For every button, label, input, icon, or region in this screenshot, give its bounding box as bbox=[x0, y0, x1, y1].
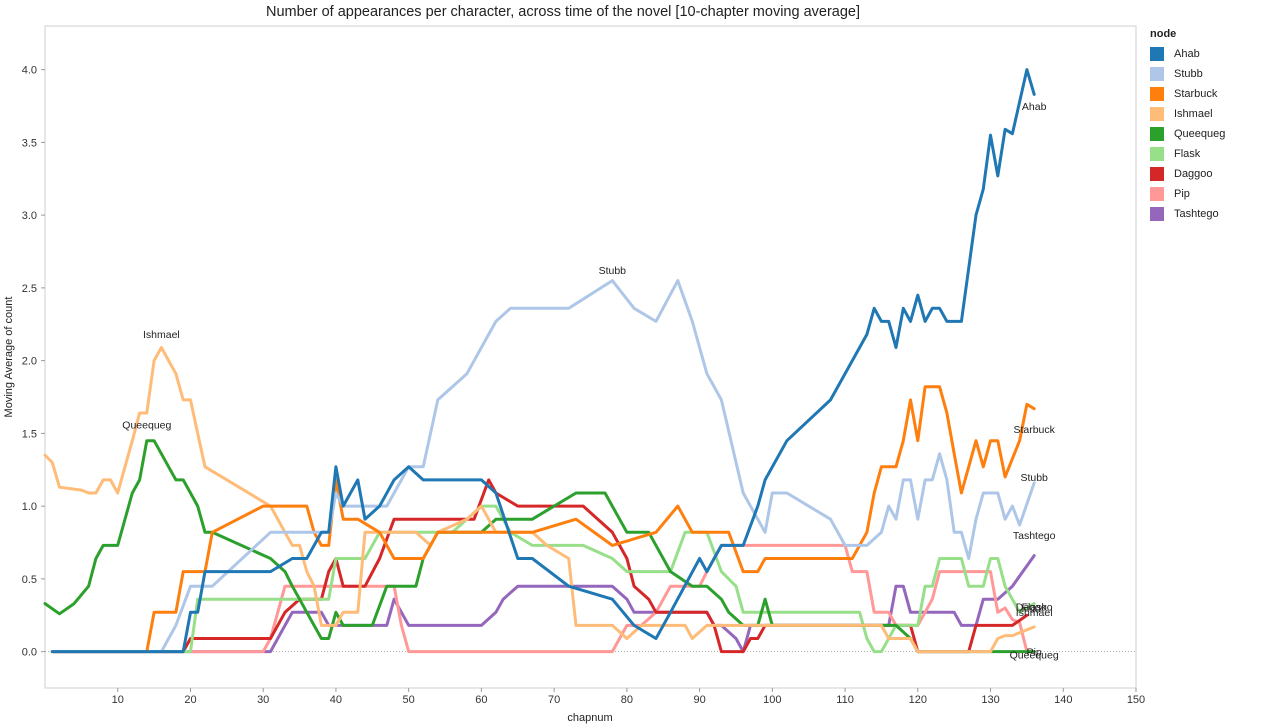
legend-item-tashtego[interactable]: Tashtego bbox=[1150, 204, 1280, 224]
legend-item-pip[interactable]: Pip bbox=[1150, 184, 1280, 204]
series-point-label-ishmael: Ishmael bbox=[143, 329, 180, 341]
x-tick-label: 150 bbox=[1127, 694, 1145, 706]
series-point-label-starbuck: Starbuck bbox=[1013, 424, 1055, 436]
y-tick-label: 0.0 bbox=[22, 647, 37, 659]
y-axis-ticks: 0.0 0.5 1.0 1.5 2.0 2.5 3.0 3.5 4.0 bbox=[22, 65, 45, 659]
legend-swatch bbox=[1150, 87, 1164, 101]
x-tick-label: 100 bbox=[763, 694, 781, 706]
legend-swatch bbox=[1150, 147, 1164, 161]
legend-item-queequeg[interactable]: Queequeg bbox=[1150, 124, 1280, 144]
legend-swatch bbox=[1150, 67, 1164, 81]
x-tick-label: 70 bbox=[548, 694, 560, 706]
series-line-starbuck bbox=[50, 385, 1036, 654]
chart-title: Number of appearances per character, acr… bbox=[265, 4, 860, 20]
legend-item-starbuck[interactable]: Starbuck bbox=[1150, 84, 1280, 104]
legend-swatch bbox=[1150, 127, 1164, 141]
legend-items: Ahab Stubb Starbuck Ishmael Queequeg Flask Dag… bbox=[1150, 44, 1280, 224]
x-tick-label: 10 bbox=[112, 694, 124, 706]
legend-label: Daggoo bbox=[1174, 168, 1213, 180]
y-tick-label: 2.0 bbox=[22, 356, 37, 368]
y-tick-label: 1.0 bbox=[22, 501, 37, 513]
legend-title: node bbox=[1150, 28, 1177, 40]
legend-label: Pip bbox=[1174, 188, 1190, 200]
y-tick-label: 2.5 bbox=[22, 283, 37, 295]
annotation-label: Queequeg bbox=[1010, 650, 1059, 662]
x-tick-label: 90 bbox=[693, 694, 705, 706]
legend-label: Ishmael bbox=[1174, 108, 1213, 120]
legend-item-ahab[interactable]: Ahab bbox=[1150, 44, 1280, 64]
x-tick-label: 120 bbox=[909, 694, 927, 706]
series-point-label-tashtego: Tashtego bbox=[1013, 530, 1056, 542]
legend-swatch bbox=[1150, 107, 1164, 121]
y-tick-label: 3.5 bbox=[22, 137, 37, 149]
legend-swatch bbox=[1150, 207, 1164, 221]
legend: node Ahab Stubb Starbuck Ishmael Queequeg Fla… bbox=[1150, 28, 1280, 224]
legend-label: Ahab bbox=[1174, 48, 1200, 60]
series-lines bbox=[43, 68, 1036, 654]
series-point-label-pip: Pip bbox=[1027, 647, 1042, 659]
x-tick-label: 40 bbox=[330, 694, 342, 706]
annotation-label: Ishmael bbox=[1016, 607, 1053, 619]
x-tick-label: 140 bbox=[1054, 694, 1072, 706]
x-axis-ticks: 10 20 30 40 50 60 70 80 90 100 110 120 130 140 150 bbox=[112, 688, 1145, 706]
series-point-label-queequeg: Queequeg bbox=[122, 419, 171, 431]
legend-swatch bbox=[1150, 47, 1164, 61]
plot-area bbox=[44, 25, 1137, 689]
legend-label: Flask bbox=[1174, 148, 1201, 160]
series-line-flask bbox=[50, 504, 1036, 654]
legend-label: Queequeg bbox=[1174, 128, 1226, 140]
annotation-label: Stubb bbox=[599, 265, 627, 277]
series-labels: Ahab Stubb Starbuck Ishmael Queequeg FlaskDag… bbox=[122, 101, 1059, 662]
legend-item-stubb[interactable]: Stubb bbox=[1150, 64, 1280, 84]
y-tick-label: 1.5 bbox=[22, 428, 37, 440]
x-tick-label: 80 bbox=[621, 694, 633, 706]
legend-item-flask[interactable]: Flask bbox=[1150, 144, 1280, 164]
series-line-ishmael bbox=[43, 346, 1036, 654]
y-axis-title: Moving Average of count bbox=[3, 297, 15, 418]
legend-label: Tashtego bbox=[1174, 208, 1219, 220]
y-tick-label: 3.0 bbox=[22, 210, 37, 222]
x-tick-label: 110 bbox=[836, 694, 854, 706]
x-tick-label: 130 bbox=[981, 694, 999, 706]
legend-item-ishmael[interactable]: Ishmael bbox=[1150, 104, 1280, 124]
y-tick-label: 0.5 bbox=[22, 574, 37, 586]
x-tick-label: 20 bbox=[184, 694, 196, 706]
series-line-ahab bbox=[50, 68, 1036, 654]
series-point-label-daggoo: Daggoo bbox=[1016, 601, 1053, 613]
y-tick-label: 4.0 bbox=[22, 65, 37, 77]
series-point-label-stubb: Stubb bbox=[1020, 472, 1048, 484]
legend-item-daggoo[interactable]: Daggoo bbox=[1150, 164, 1280, 184]
legend-swatch bbox=[1150, 167, 1164, 181]
series-line-stubb bbox=[50, 279, 1036, 654]
legend-label: Starbuck bbox=[1174, 88, 1218, 100]
series-point-label-ahab: Ahab bbox=[1022, 101, 1047, 113]
x-axis-title: chapnum bbox=[567, 712, 612, 724]
x-tick-label: 30 bbox=[257, 694, 269, 706]
x-tick-label: 50 bbox=[403, 694, 415, 706]
legend-label: Stubb bbox=[1174, 68, 1203, 80]
series-point-label-flask: Flask bbox=[1022, 601, 1048, 613]
x-tick-label: 60 bbox=[475, 694, 487, 706]
legend-swatch bbox=[1150, 187, 1164, 201]
